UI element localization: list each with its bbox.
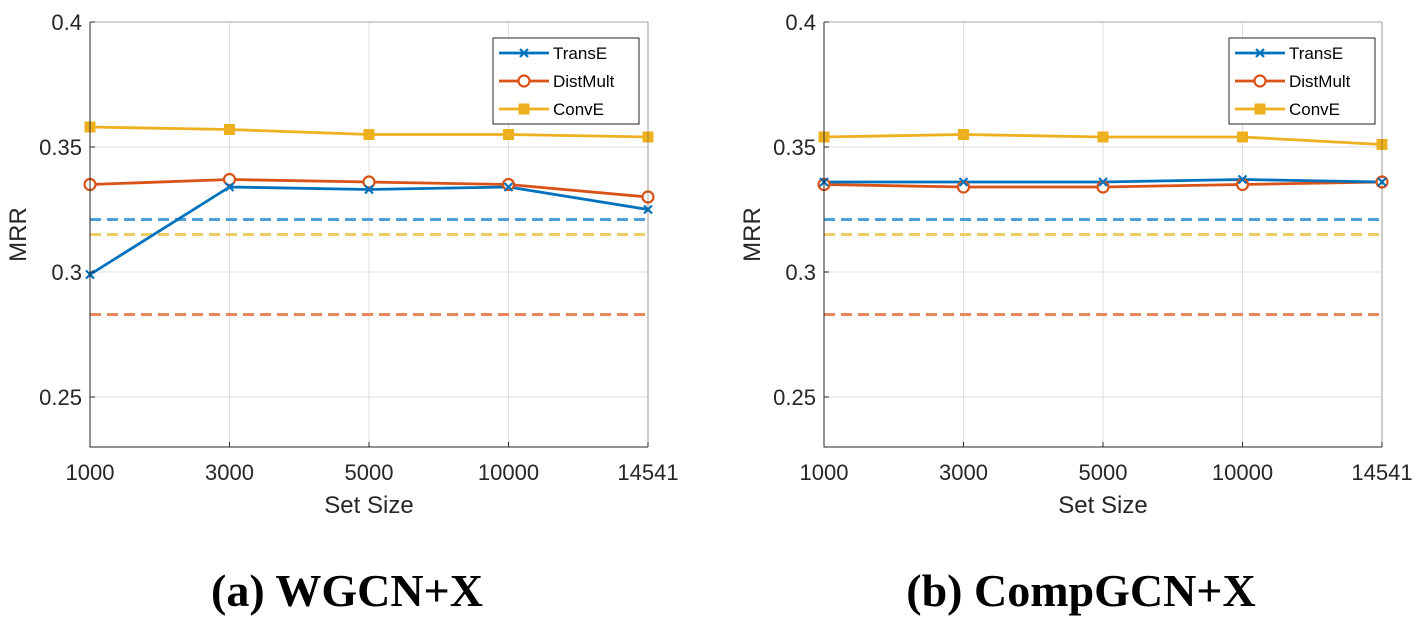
data-point-transe: [958, 177, 969, 187]
axis-frame-top-right: [90, 21, 649, 447]
x-tick-label: 1000: [800, 460, 849, 485]
legend: TransE DistMult ConvE: [492, 37, 640, 125]
data-point-conve: [1097, 131, 1109, 143]
y-axis-label: MRR: [739, 207, 766, 262]
x-axis-label: Set Size: [1058, 492, 1147, 519]
chart-panel-a: 0.25 0.3 0.35 0.4 1000 3000 5000 10000 14541 Set …: [5, 10, 679, 616]
y-tick-label: 0.25: [39, 385, 82, 410]
x-tick-label: 5000: [345, 460, 394, 485]
legend-marker-transe: [1255, 48, 1265, 58]
y-tick-label: 0.35: [773, 135, 816, 160]
data-point-transe: [224, 182, 235, 192]
legend-marker-distmult: [517, 74, 531, 88]
x-axis-label: Set Size: [324, 492, 413, 519]
x-tick-label: 14541: [617, 460, 678, 485]
data-point-conve: [503, 129, 514, 140]
data-point-conve: [224, 124, 235, 135]
legend-label-distmult: DistMult: [553, 72, 615, 91]
x-tick-label: 5000: [1079, 460, 1128, 485]
legend-label-transe: TransE: [553, 44, 607, 63]
panel-caption: (b) CompGCN+X: [906, 565, 1256, 616]
axis-frame-top-right: [824, 21, 1383, 447]
x-tick-label: 1000: [66, 460, 115, 485]
y-tick-label: 0.35: [39, 135, 82, 160]
legend-marker-distmult: [1253, 74, 1267, 88]
data-point-conve: [363, 129, 375, 140]
chart-panel-b: 0.25 0.3 0.35 0.4 1000 3000 5000 10000 14541 Set …: [739, 10, 1413, 616]
legend: TransE DistMult ConvE: [1228, 37, 1376, 125]
legend-label-conve: ConvE: [1289, 100, 1340, 119]
legend-marker-transe: [519, 48, 529, 58]
x-tick-label: 14541: [1351, 460, 1412, 485]
legend-marker-conve: [1254, 103, 1266, 115]
data-point-transe: [1098, 177, 1108, 187]
x-tick-label: 3000: [205, 460, 254, 485]
data-point-transe: [503, 182, 514, 192]
y-tick-label: 0.25: [773, 385, 816, 410]
panel-caption: (a) WGCN+X: [211, 565, 483, 616]
data-point-distmult: [362, 175, 376, 189]
x-tick-label: 10000: [478, 460, 539, 485]
y-axis-label: MRR: [5, 207, 32, 262]
data-point-conve: [958, 129, 969, 140]
legend-label-transe: TransE: [1289, 44, 1343, 63]
x-tick-label: 3000: [939, 460, 988, 485]
y-tick-label: 0.3: [785, 260, 816, 285]
x-tick-label: 10000: [1212, 460, 1273, 485]
y-tick-label: 0.3: [51, 260, 82, 285]
legend-label-distmult: DistMult: [1289, 72, 1351, 91]
data-point-distmult: [501, 177, 516, 192]
y-tick-label: 0.4: [785, 10, 816, 35]
data-point-transe: [1237, 174, 1248, 185]
legend-marker-conve: [518, 103, 530, 115]
legend-label-conve: ConvE: [553, 100, 604, 119]
y-tick-label: 0.4: [51, 10, 82, 35]
data-point-transe: [364, 184, 374, 195]
data-point-conve: [1237, 131, 1248, 143]
data-point-distmult: [222, 172, 237, 187]
